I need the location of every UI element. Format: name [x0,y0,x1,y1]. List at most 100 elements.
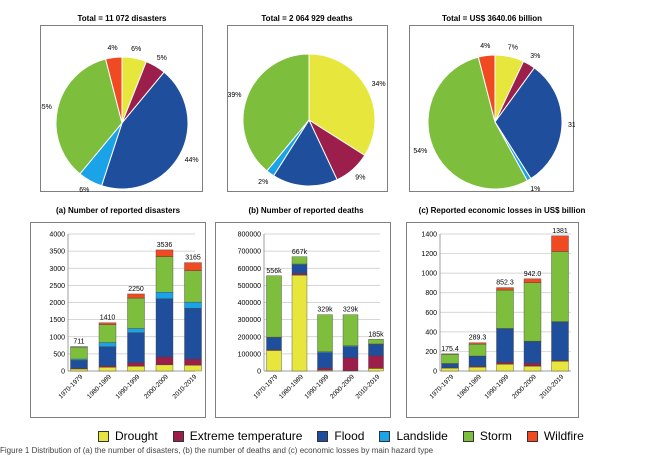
bar-segment-flood [368,344,384,356]
bar-segment-flood [184,308,202,360]
bar-segment-extreme-temperature [317,367,333,371]
bar-segment-flood [266,337,282,350]
bar-segment-drought [127,366,145,372]
bar-segment-drought [155,364,174,372]
y-tick-label: 1400 [421,232,437,239]
pie-label-storm: 39% [228,92,242,99]
bar-segment-flood [523,341,542,364]
y-tick-label: 4000 [49,232,65,239]
pie-label-drought: 6% [131,46,141,53]
bar-segment-flood [496,328,514,363]
pie-a-panel: 6% 5% 44% 6% 35% 4% [38,25,203,194]
legend-swatch-storm [462,430,474,442]
y-tick-label: 1000 [49,334,65,341]
bar-segment-extreme-temperature [496,361,514,365]
bar-total-label: 942.0 [524,271,542,278]
bar-segment-storm [155,256,174,293]
pie-label-storm: 54% [413,148,427,155]
legend-item-flood: Flood [317,429,364,443]
caption-c: (c) Reported economic losses in US$ bill… [418,206,586,215]
y-tick-label: 200000 [238,334,261,341]
bar-segment-storm [496,289,514,329]
bar-segment-wildfire [155,249,174,257]
bar-total-label: 667k [292,249,308,256]
x-tick-label: 1980-1989 [86,373,113,400]
pie-c-chart: 7% 3% 31% 1% 54% 4% [413,43,582,193]
x-tick-label: 1970-1979 [428,373,455,400]
x-tick-label: 1990-1999 [483,373,510,400]
x-tick-label: 2000-2009 [329,373,356,400]
bar-segment-storm [266,275,282,338]
legend: Drought Extreme temperature Flood Landsl… [98,429,599,443]
pie-label-storm: 35% [41,104,52,111]
y-tick-label: 0 [433,369,437,376]
bar-segment-landslide [98,342,117,347]
bar-segment-flood [342,346,359,359]
bar-segment-drought [468,366,487,372]
bar-segment-flood [98,346,117,367]
bar-segment-storm [342,314,359,347]
bar-segment-storm [317,314,333,353]
bar-total-label: 1410 [100,315,116,322]
bar-total-label: 3536 [157,242,173,249]
x-tick-label: 2000-2009 [511,373,538,400]
y-tick-label: 700000 [238,249,261,256]
legend-swatch-landslide [379,430,391,442]
legend-item-landslide: Landslide [379,429,448,443]
bar-segment-extreme-temperature [368,355,384,369]
bar-segment-storm [523,282,542,342]
bar-total-label: 2250 [128,286,144,293]
legend-label-extreme-temperature: Extreme temperature [189,429,303,443]
legend-label-flood: Flood [334,429,365,443]
pie-label-wildfire: 4% [480,43,490,50]
bar-segment-storm [441,354,459,364]
bar-segment-wildfire [551,235,569,252]
bar-total-label: 711 [73,339,84,346]
pie-slice-storm [55,58,123,175]
bar-segment-flood [317,352,333,369]
y-tick-label: 300000 [238,317,261,324]
bar-segment-drought [368,368,384,372]
pie-a-chart: 6% 5% 44% 6% 35% 4% [38,45,199,194]
pie-label-drought: 7% [508,44,518,51]
bar-segment-flood [155,298,174,358]
bar-segment-drought [291,274,308,372]
y-tick-label: 400 [425,329,437,336]
x-tick-label: 1970-1979 [57,373,84,400]
bar-segment-flood [70,360,88,369]
bar-segment-storm [127,297,145,329]
bar-b-chart: 0 100000 200000 300000 400000 500000 600000 700… [238,232,384,401]
pie-slice-flood [272,118,338,187]
pie-a-title: Total = 11 072 disasters [77,14,167,23]
y-tick-label: 100000 [238,351,261,358]
bar-segment-drought [266,350,282,372]
bar-c-panel: 0 200 400 600 800 1000 1200 1400 175.4 1970-1979 2… [406,222,579,418]
bar-segment-extreme-temperature [98,365,117,368]
pie-slice-flood [494,67,563,180]
y-tick-label: 400000 [238,300,261,307]
bar-segment-flood [551,321,569,361]
caption-b: (b) Number of reported deaths [248,206,364,215]
pie-label-landslide: 6% [79,187,89,193]
legend-swatch-wildfire [526,430,538,442]
bar-segment-extreme-temperature [291,273,308,276]
pie-label-drought: 34% [372,81,386,88]
bar-segment-drought [496,363,514,372]
x-tick-label: 1990-1999 [114,373,141,400]
bar-segment-storm [70,346,88,360]
y-tick-label: 800 [425,290,437,297]
legend-swatch-flood [317,430,329,442]
bar-segment-storm [551,251,569,322]
bar-segment-wildfire [468,342,487,345]
x-tick-label: 2000-2009 [143,373,170,400]
bar-segment-drought [70,368,88,372]
y-tick-label: 0 [61,369,65,376]
y-tick-label: 3000 [49,266,65,273]
pie-slice-wildfire [477,54,496,123]
x-tick-label: 2010-2019 [354,373,381,400]
x-tick-label: 1970-1979 [252,373,279,400]
y-tick-label: 2500 [49,283,65,290]
bar-total-label: 185k [368,331,384,338]
bar-segment-wildfire [98,322,117,325]
legend-label-storm: Storm [479,429,512,443]
